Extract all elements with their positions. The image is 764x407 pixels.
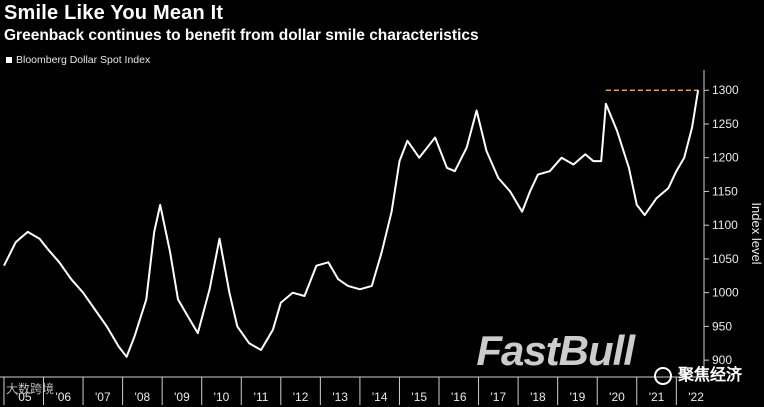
legend: Bloomberg Dollar Spot Index — [6, 54, 150, 66]
y-tick-label: 1000 — [712, 286, 739, 300]
watermark-icon — [653, 366, 672, 385]
legend-swatch — [6, 57, 12, 63]
y-tick-label: 1250 — [712, 117, 739, 131]
y-axis-label: Index level — [749, 202, 764, 264]
x-tick-label: '19 — [570, 390, 586, 404]
x-tick-label: '22 — [688, 390, 704, 404]
legend-label: Bloomberg Dollar Spot Index — [16, 54, 151, 66]
x-tick-label: '21 — [649, 390, 665, 404]
y-tick-label: 1050 — [712, 252, 739, 266]
x-tick-label: '09 — [174, 390, 190, 404]
y-tick-label: 1300 — [712, 83, 739, 97]
watermark-badge: 聚焦经济 — [653, 361, 742, 385]
x-tick-label: '20 — [609, 390, 625, 404]
x-tick-label: '07 — [95, 390, 111, 404]
x-tick-label: '17 — [491, 390, 507, 404]
series-line — [3, 90, 700, 358]
x-tick-label: '11 — [254, 390, 269, 404]
x-tick-label: '14 — [372, 390, 388, 404]
x-tick-label: '08 — [135, 390, 151, 404]
y-tick-label: 1150 — [712, 184, 738, 198]
x-tick-label: '18 — [530, 390, 546, 404]
x-tick-label: '16 — [451, 390, 467, 404]
y-tick-label: 1200 — [712, 151, 739, 165]
y-tick-label: 950 — [712, 319, 732, 333]
chart-subtitle: Greenback continues to benefit from doll… — [4, 27, 479, 44]
watermark-logo: FastBull — [476, 327, 635, 374]
x-tick-label: '10 — [214, 390, 230, 404]
y-tick-label: 900 — [712, 353, 732, 367]
watermark-source: 大数跨境 — [6, 382, 55, 396]
x-tick-label: '05 — [16, 390, 32, 404]
x-tick-label: '06 — [55, 390, 71, 404]
x-tick-label: '13 — [332, 390, 348, 404]
y-tick-label: 1100 — [712, 218, 738, 232]
chart-title: Smile Like You Mean It — [4, 2, 224, 24]
x-tick-label: '12 — [293, 390, 309, 404]
x-tick-label: '15 — [411, 390, 427, 404]
